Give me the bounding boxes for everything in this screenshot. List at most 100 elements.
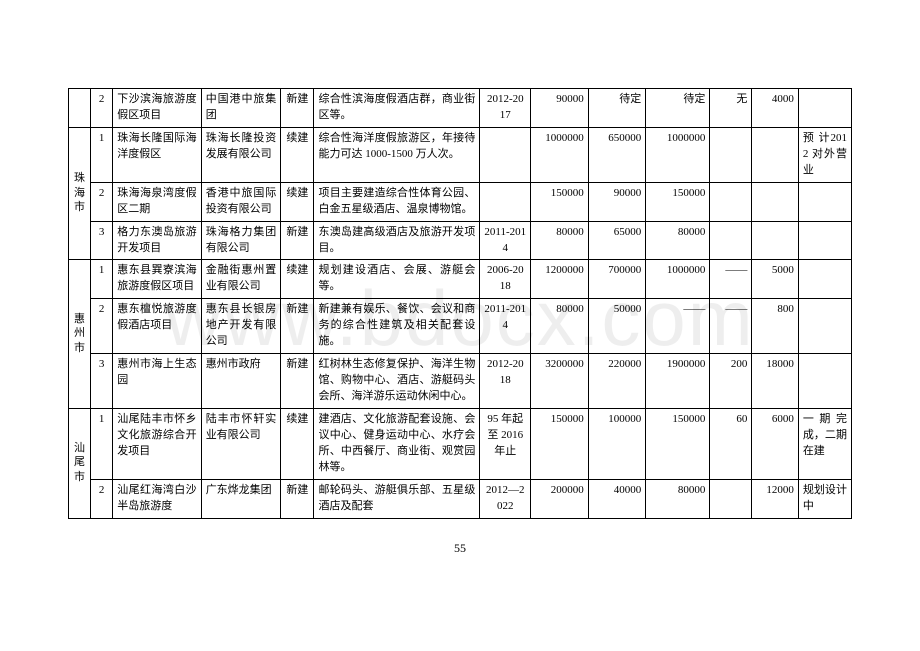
num-cell: 220000 bbox=[588, 354, 646, 409]
table-row: 2珠海海泉湾度假区二期香港中旅国际投资有限公司续建项目主要建造综合性体育公园、白… bbox=[69, 182, 852, 221]
table-row: 珠海市1珠海长隆国际海洋度假区珠海长隆投资发展有限公司续建综合性海洋度假旅游区，… bbox=[69, 127, 852, 182]
project-cell: 惠东县巽寮滨海旅游度假区项目 bbox=[113, 260, 201, 299]
num-cell: 3200000 bbox=[531, 354, 589, 409]
num-cell: 1000000 bbox=[646, 127, 710, 182]
num-cell: —— bbox=[710, 260, 752, 299]
type-cell: 续建 bbox=[281, 182, 314, 221]
period-cell bbox=[480, 182, 531, 221]
num-cell bbox=[752, 182, 798, 221]
num-cell: 6000 bbox=[752, 408, 798, 479]
note-cell: 规划设计中 bbox=[798, 479, 851, 518]
page-number: 55 bbox=[68, 541, 852, 556]
num-cell: 200 bbox=[710, 354, 752, 409]
num-cell: 90000 bbox=[588, 182, 646, 221]
type-cell: 新建 bbox=[281, 89, 314, 128]
project-cell: 格力东澳岛旅游开发项目 bbox=[113, 221, 201, 260]
num-cell: 80000 bbox=[531, 221, 589, 260]
table-row: 惠州市1惠东县巽寮滨海旅游度假区项目金融街惠州置业有限公司续建规划建设酒店、会展… bbox=[69, 260, 852, 299]
period-cell bbox=[480, 127, 531, 182]
table-row: 2汕尾红海湾白沙半岛旅游度广东烨龙集团新建邮轮码头、游艇俱乐部、五星级酒店及配套… bbox=[69, 479, 852, 518]
description-cell: 邮轮码头、游艇俱乐部、五星级酒店及配套 bbox=[314, 479, 480, 518]
city-cell: 惠州市 bbox=[69, 260, 91, 409]
index-cell: 3 bbox=[91, 221, 113, 260]
num-cell: 150000 bbox=[531, 408, 589, 479]
table-row: 3格力东澳岛旅游开发项目珠海格力集团有限公司新建东澳岛建高级酒店及旅游开发项目。… bbox=[69, 221, 852, 260]
num-cell: 12000 bbox=[752, 479, 798, 518]
org-cell: 珠海格力集团有限公司 bbox=[201, 221, 281, 260]
period-cell: 2011-2014 bbox=[480, 299, 531, 354]
document-page: www.bdocx.com 2下沙滨海旅游度假区项目中国港中旅集团新建综合性滨海… bbox=[0, 0, 920, 651]
num-cell: 60 bbox=[710, 408, 752, 479]
org-cell: 广东烨龙集团 bbox=[201, 479, 281, 518]
num-cell: 待定 bbox=[588, 89, 646, 128]
description-cell: 规划建设酒店、会展、游艇会等。 bbox=[314, 260, 480, 299]
num-cell: 无 bbox=[710, 89, 752, 128]
project-cell: 下沙滨海旅游度假区项目 bbox=[113, 89, 201, 128]
description-cell: 综合性滨海度假酒店群，商业街区等。 bbox=[314, 89, 480, 128]
city-cell: 汕尾市 bbox=[69, 408, 91, 518]
type-cell: 续建 bbox=[281, 408, 314, 479]
project-cell: 珠海海泉湾度假区二期 bbox=[113, 182, 201, 221]
project-cell: 珠海长隆国际海洋度假区 bbox=[113, 127, 201, 182]
note-cell bbox=[798, 260, 851, 299]
num-cell bbox=[710, 182, 752, 221]
num-cell: 50000 bbox=[588, 299, 646, 354]
note-cell bbox=[798, 299, 851, 354]
num-cell: 待定 bbox=[646, 89, 710, 128]
note-cell bbox=[798, 89, 851, 128]
num-cell bbox=[752, 127, 798, 182]
org-cell: 珠海长隆投资发展有限公司 bbox=[201, 127, 281, 182]
description-cell: 建酒店、文化旅游配套设施、会议中心、健身运动中心、水疗会所、中西餐厅、商业街、观… bbox=[314, 408, 480, 479]
num-cell: 150000 bbox=[531, 182, 589, 221]
period-cell: 2006-2018 bbox=[480, 260, 531, 299]
note-cell: 一期完成，二期在建 bbox=[798, 408, 851, 479]
note-cell bbox=[798, 221, 851, 260]
note-cell bbox=[798, 354, 851, 409]
index-cell: 1 bbox=[91, 408, 113, 479]
num-cell: 150000 bbox=[646, 182, 710, 221]
type-cell: 续建 bbox=[281, 260, 314, 299]
num-cell: 80000 bbox=[531, 299, 589, 354]
num-cell: 800 bbox=[752, 299, 798, 354]
description-cell: 综合性海洋度假旅游区，年接待能力可达 1000-1500 万人次。 bbox=[314, 127, 480, 182]
index-cell: 1 bbox=[91, 260, 113, 299]
index-cell: 2 bbox=[91, 299, 113, 354]
num-cell: 4000 bbox=[752, 89, 798, 128]
num-cell: —— bbox=[646, 299, 710, 354]
period-cell: 2011-2014 bbox=[480, 221, 531, 260]
type-cell: 新建 bbox=[281, 479, 314, 518]
index-cell: 3 bbox=[91, 354, 113, 409]
num-cell: 5000 bbox=[752, 260, 798, 299]
project-cell: 惠州市海上生态园 bbox=[113, 354, 201, 409]
projects-table: 2下沙滨海旅游度假区项目中国港中旅集团新建综合性滨海度假酒店群，商业街区等。20… bbox=[68, 88, 852, 519]
org-cell: 惠州市政府 bbox=[201, 354, 281, 409]
num-cell: 65000 bbox=[588, 221, 646, 260]
period-cell: 95 年起至 2016年止 bbox=[480, 408, 531, 479]
project-cell: 惠东檀悦旅游度假酒店项目 bbox=[113, 299, 201, 354]
num-cell: 650000 bbox=[588, 127, 646, 182]
num-cell: 1900000 bbox=[646, 354, 710, 409]
city-cell bbox=[69, 89, 91, 128]
index-cell: 2 bbox=[91, 89, 113, 128]
index-cell: 1 bbox=[91, 127, 113, 182]
table-row: 2惠东檀悦旅游度假酒店项目惠东县长银房地产开发有限公司新建新建兼有娱乐、餐饮、会… bbox=[69, 299, 852, 354]
num-cell bbox=[710, 221, 752, 260]
project-cell: 汕尾陆丰市怀乡文化旅游综合开发项目 bbox=[113, 408, 201, 479]
type-cell: 新建 bbox=[281, 221, 314, 260]
type-cell: 新建 bbox=[281, 299, 314, 354]
period-cell: 2012—2022 bbox=[480, 479, 531, 518]
table-row: 汕尾市1汕尾陆丰市怀乡文化旅游综合开发项目陆丰市怀轩实业有限公司续建建酒店、文化… bbox=[69, 408, 852, 479]
note-cell: 预 计2012 对外营业 bbox=[798, 127, 851, 182]
org-cell: 金融街惠州置业有限公司 bbox=[201, 260, 281, 299]
note-cell bbox=[798, 182, 851, 221]
org-cell: 香港中旅国际投资有限公司 bbox=[201, 182, 281, 221]
type-cell: 新建 bbox=[281, 354, 314, 409]
num-cell: 1000000 bbox=[646, 260, 710, 299]
num-cell: 150000 bbox=[646, 408, 710, 479]
index-cell: 2 bbox=[91, 479, 113, 518]
num-cell: —— bbox=[710, 299, 752, 354]
num-cell: 700000 bbox=[588, 260, 646, 299]
project-cell: 汕尾红海湾白沙半岛旅游度 bbox=[113, 479, 201, 518]
type-cell: 续建 bbox=[281, 127, 314, 182]
num-cell: 100000 bbox=[588, 408, 646, 479]
